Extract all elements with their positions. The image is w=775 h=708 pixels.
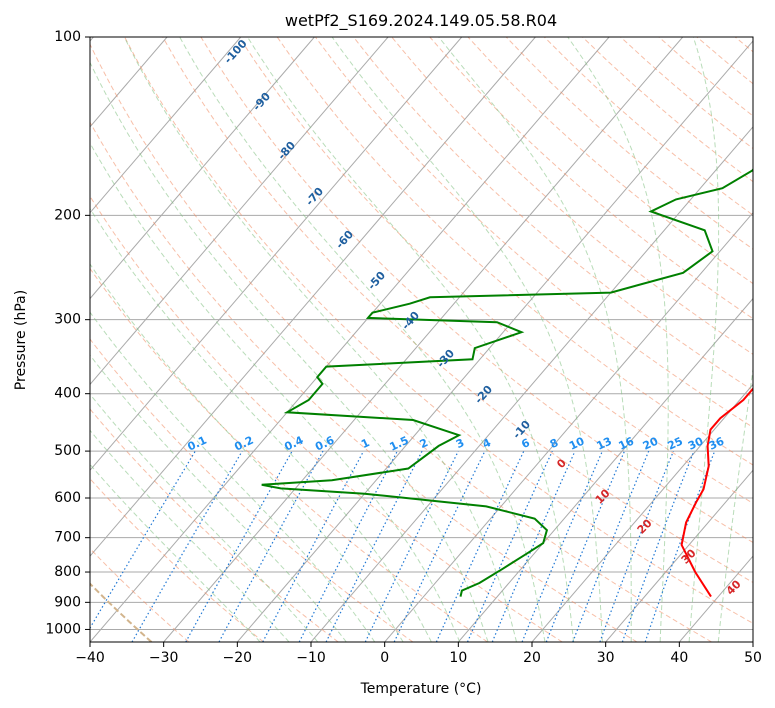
x-tick-label: 0 — [380, 650, 389, 666]
x-tick-label: −30 — [149, 650, 179, 666]
isotherm-line — [236, 40, 753, 642]
moist-adiabat-line — [179, 37, 546, 642]
y-axis-label: Pressure (hPa) — [13, 290, 29, 390]
x-tick-label: 50 — [744, 650, 762, 666]
moist-adiabat-line — [717, 365, 753, 642]
isotherm-line — [384, 211, 753, 642]
chart-title: wetPf2_S169.2024.149.05.58.R04 — [285, 11, 557, 31]
isotherm-line — [90, 37, 610, 642]
x-tick-label: 20 — [523, 650, 541, 666]
mixing-ratio-line — [218, 450, 324, 642]
x-tick-label: −40 — [75, 650, 105, 666]
mixing-ratio-line — [599, 450, 674, 642]
dry-adiabat-line — [200, 37, 753, 544]
y-tick-label: 200 — [54, 207, 81, 223]
moist-adiabat-line — [90, 393, 319, 642]
moist-adiabat-line — [90, 142, 461, 642]
isotherm-line — [605, 469, 753, 642]
mixing-ratio-label: 20 — [641, 434, 661, 452]
isotherm-line — [90, 37, 389, 386]
isotherm-line — [90, 37, 242, 214]
y-tick-label: 600 — [54, 490, 81, 506]
mixing-ratio-label: 10 — [567, 434, 587, 452]
isotherm-line — [163, 37, 684, 642]
isotherm-line — [90, 37, 536, 557]
mixing-ratio-line — [572, 450, 650, 642]
x-tick-label: 10 — [449, 650, 467, 666]
dry-adiabat-line — [90, 195, 563, 642]
dry-adiabat-line — [90, 408, 339, 642]
moist-adiabat-line — [688, 37, 720, 642]
x-axis-label: Temperature (°C) — [360, 681, 482, 697]
temperature-profile-line — [680, 387, 753, 598]
dry-adiabat-line — [90, 43, 712, 642]
y-tick-label: 100 — [54, 29, 81, 45]
isotherm-line — [90, 37, 463, 472]
mixing-ratio-label: 16 — [617, 434, 637, 452]
dry-adiabat-line — [124, 37, 753, 624]
moist-adiabat-line — [90, 263, 404, 642]
moist-adiabat-line — [90, 463, 261, 642]
mixing-ratio-label: 25 — [666, 435, 685, 453]
background-lines — [90, 37, 753, 642]
dry-adiabat-line — [90, 477, 264, 642]
moist-adiabat-line — [90, 354, 347, 642]
moist-adiabat-line — [90, 61, 489, 642]
isotherm-line — [531, 383, 753, 642]
mixing-ratio-line — [185, 450, 293, 642]
y-tick-label: 500 — [54, 443, 81, 459]
y-tick-label: 800 — [54, 564, 81, 580]
mixing-ratio-label: 13 — [594, 435, 613, 453]
mixing-ratio-line — [545, 450, 626, 642]
mixing-ratio-line — [491, 450, 576, 642]
y-tick-label: 400 — [54, 386, 81, 402]
dry-adiabat-line — [90, 121, 638, 642]
mixing-ratio-line — [466, 450, 553, 642]
axes: −40 −30 −20 −10 0 10 20 30 40 50 100 200 300 400 500 60… — [45, 29, 762, 666]
moist-adiabat-line — [247, 37, 575, 642]
x-tick-label: −20 — [223, 650, 253, 666]
mixing-ratio-label: 36 — [707, 434, 727, 452]
mixing-ratio-label: 30 — [686, 434, 706, 452]
moist-adiabat-line — [123, 37, 517, 642]
moist-adiabat-line — [567, 37, 669, 642]
dewpoint-profile-line — [261, 167, 753, 597]
mixing-ratio-line — [621, 450, 695, 642]
y-tick-label: 1000 — [45, 621, 81, 637]
y-tick-label: 700 — [54, 530, 81, 546]
x-tick-label: 40 — [670, 650, 688, 666]
isotherm-line — [90, 37, 315, 300]
dry-adiabat-line — [238, 37, 753, 504]
dry-adiabat-line — [353, 37, 753, 392]
moist-adiabat-line — [90, 311, 376, 642]
moist-adiabat-line — [90, 429, 290, 642]
plot-frame — [89, 36, 754, 643]
isotherm-line — [457, 297, 753, 642]
isotherm-line — [310, 126, 753, 642]
moist-adiabat-line — [90, 207, 432, 642]
series-layer — [261, 167, 753, 598]
y-tick-label: 900 — [54, 594, 81, 610]
mixing-ratio-line — [644, 450, 716, 642]
moist-adiabat-line — [331, 37, 603, 642]
y-tick-label: 300 — [54, 312, 81, 328]
mixing-ratio-line — [325, 450, 423, 642]
x-tick-label: 30 — [597, 650, 615, 666]
moist-adiabat-line — [438, 37, 632, 642]
dry-adiabat-line — [162, 37, 753, 584]
dry-adiabat-line — [276, 37, 753, 466]
x-tick-label: −10 — [296, 650, 326, 666]
mixing-ratio-line — [521, 450, 603, 642]
mixing-ratio-line — [262, 450, 365, 642]
dry-adiabat-line — [90, 267, 488, 642]
